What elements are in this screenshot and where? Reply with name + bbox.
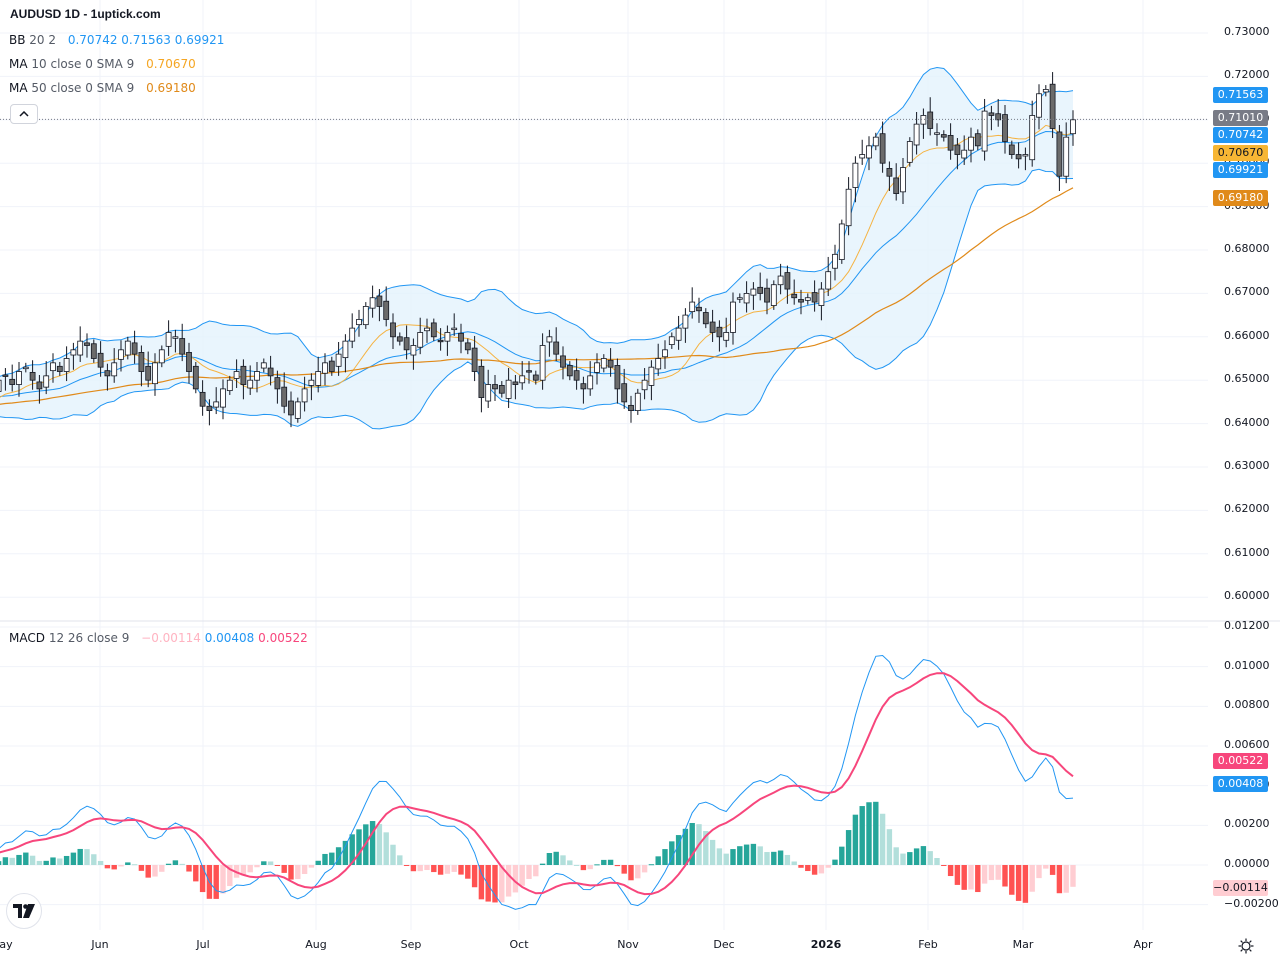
price-tick: 0.62000 [1224, 502, 1270, 516]
macd-tag: −0.00114 [1213, 880, 1268, 896]
chevron-up-icon [19, 111, 29, 117]
price-tick: 0.64000 [1224, 415, 1270, 429]
price-tick: 0.68000 [1224, 242, 1270, 255]
macd-tag: 0.00408 [1213, 776, 1268, 792]
price-tick: 0.63000 [1224, 459, 1270, 472]
legend-ma50-params: 50 close 0 SMA 9 [31, 81, 135, 95]
macd-tick: −0.00200 [1224, 896, 1279, 910]
legend-bb[interactable]: BB 20 2 0.70742 0.71563 0.69921 [9, 33, 224, 47]
price-tag: 0.70670 [1213, 145, 1268, 161]
price-tag: 0.71010 [1213, 110, 1268, 126]
time-label: Jul [196, 938, 210, 951]
legend-bb-lower: 0.69921 [174, 33, 225, 47]
legend-ma50-value: 0.69180 [146, 81, 196, 95]
macd-tick: 0.00800 [1224, 698, 1270, 712]
time-label: Jun [91, 938, 109, 951]
legend-collapse-button[interactable] [10, 104, 38, 124]
time-label: Nov [617, 938, 639, 951]
legend-ma10-params: 10 close 0 SMA 9 [31, 57, 135, 71]
legend-macd-signal: 0.00522 [258, 631, 308, 645]
legend-ma10-name: MA [9, 57, 28, 71]
tv-logo-icon [13, 904, 35, 918]
legend-ma10[interactable]: MA 10 close 0 SMA 9 0.70670 [9, 57, 196, 71]
legend-ma10-value: 0.70670 [146, 57, 196, 71]
price-tick: 0.66000 [1224, 328, 1270, 342]
price-tick: 0.73000 [1224, 25, 1270, 38]
legend-macd-value: 0.00408 [204, 631, 255, 645]
price-tick: 0.72000 [1224, 68, 1270, 82]
time-label: Sep [400, 938, 422, 951]
time-label: Aug [305, 938, 327, 951]
settings-icon[interactable] [1238, 938, 1254, 954]
time-label: Dec [713, 938, 735, 951]
legend-macd-histogram: −0.00114 [141, 631, 201, 645]
tradingview-logo[interactable] [6, 893, 42, 929]
legend-macd[interactable]: MACD 12 26 close 9 −0.00114 0.00408 0.00… [9, 631, 308, 645]
legend-ma50[interactable]: MA 50 close 0 SMA 9 0.69180 [9, 81, 196, 95]
legend-bb-name: BB [9, 33, 26, 47]
chart-title: AUDUSD 1D - 1uptick.com [10, 7, 161, 21]
time-label: Mar [1012, 938, 1034, 951]
price-tag: 0.69180 [1213, 190, 1268, 206]
price-tick: 0.65000 [1224, 372, 1270, 386]
price-tag: 0.71563 [1213, 87, 1268, 103]
macd-tick: 0.01000 [1224, 658, 1270, 672]
price-tag: 0.70742 [1213, 127, 1268, 143]
time-label: 2026 [810, 938, 842, 951]
time-label: ay [0, 938, 13, 951]
price-tick: 0.61000 [1224, 545, 1270, 559]
macd-tick: 0.01200 [1224, 619, 1270, 632]
price-tick: 0.60000 [1224, 589, 1270, 603]
macd-tick: 0.00200 [1224, 817, 1270, 831]
price-tick: 0.67000 [1224, 285, 1270, 299]
time-label: Apr [1133, 938, 1153, 951]
legend-macd-params: 12 26 close 9 [48, 631, 130, 645]
legend-bb-upper: 0.71563 [121, 33, 171, 47]
legend-bb-params: 20 2 [29, 33, 57, 47]
macd-tag: 0.00522 [1213, 753, 1268, 769]
macd-tick: 0.00000 [1224, 857, 1270, 870]
legend-macd-name: MACD [9, 631, 45, 645]
price-tag: 0.69921 [1213, 162, 1268, 178]
legend-ma50-name: MA [9, 81, 28, 95]
time-label: Feb [918, 938, 938, 951]
legend-bb-basis: 0.70742 [67, 33, 118, 47]
time-label: Oct [509, 938, 529, 951]
macd-tick: 0.00600 [1224, 738, 1270, 751]
